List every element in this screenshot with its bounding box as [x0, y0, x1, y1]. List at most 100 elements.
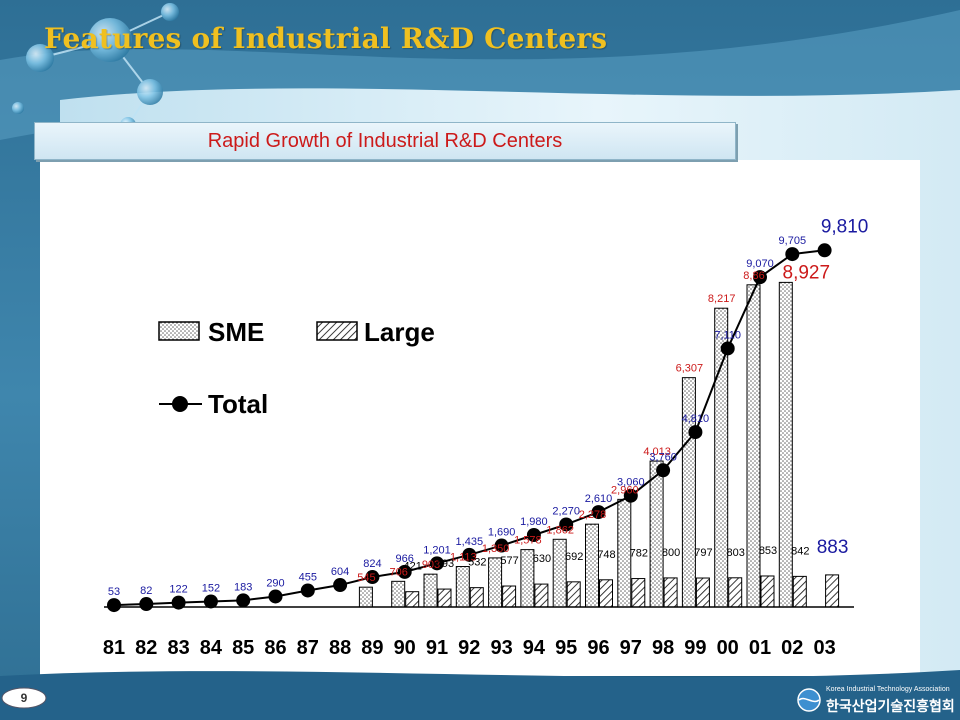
total-label-94: 1,980 [520, 516, 548, 528]
sme-bar-01 [746, 284, 761, 608]
large-bar-01 [760, 575, 775, 608]
legend-total-label: Total [208, 389, 268, 419]
large-bar-95 [566, 581, 581, 608]
large-bar-03 [825, 574, 840, 608]
sme-bar-91 [423, 573, 438, 608]
sme-label-96: 2,278 [579, 509, 607, 521]
x-tick-00: 00 [717, 637, 739, 659]
sme-label-02: 8,927 [783, 262, 831, 283]
large-bar-99 [695, 577, 710, 608]
total-label-96: 2,610 [585, 493, 613, 505]
page-number: 9 [20, 691, 28, 705]
total-marker-83 [171, 595, 186, 610]
total-label-86: 290 [266, 577, 284, 589]
large-label-96: 748 [597, 549, 615, 561]
total-label-90: 966 [396, 553, 414, 565]
x-tick-82: 82 [135, 637, 157, 659]
large-bar-93 [502, 585, 517, 608]
sme-label-91: 903 [422, 559, 440, 571]
sme-label-94: 1,578 [514, 535, 542, 547]
total-line [104, 243, 854, 613]
large-bar-98 [663, 577, 678, 608]
sme-label-00: 8,217 [708, 293, 736, 305]
sme-label-90: 706 [390, 566, 408, 578]
total-marker-82 [139, 597, 154, 612]
x-tick-84: 84 [200, 637, 223, 659]
total-marker-98 [656, 463, 671, 478]
large-bar-90 [405, 591, 420, 608]
sme-bar-89 [358, 586, 373, 608]
total-label-95: 2,270 [552, 505, 580, 517]
large-label-95: 692 [565, 551, 583, 563]
sme-bar-92 [455, 566, 470, 608]
total-marker-81 [107, 598, 121, 613]
x-tick-97: 97 [620, 637, 642, 659]
molecule-decoration [12, 3, 179, 133]
legend-total-marker [172, 396, 188, 412]
globe-icon [797, 688, 821, 712]
page-number-wrap: 9 [0, 686, 48, 710]
total-marker-01 [753, 270, 767, 285]
total-marker-94 [526, 528, 541, 542]
large-label-98: 800 [662, 547, 680, 559]
large-value-labels: 421 493 532 577 630 692 748 782 800 797 803 853 842 8… [404, 537, 849, 573]
total-marker-86 [268, 589, 283, 604]
large-label-01: 853 [759, 545, 777, 557]
x-tick-99: 99 [684, 637, 706, 659]
sme-bar-95 [552, 538, 567, 608]
x-tick-87: 87 [297, 637, 319, 659]
large-bar-96 [599, 579, 613, 608]
legend-large-swatch [316, 321, 358, 341]
total-marker-88 [333, 578, 348, 593]
total-marker-89 [365, 570, 380, 585]
x-tick-88: 88 [329, 637, 351, 659]
growth-chart: SME Large Total 545 706 903 1,113 1,350 1,578… [103, 216, 868, 659]
x-tick-89: 89 [361, 637, 383, 659]
total-label-02: 9,705 [779, 235, 807, 247]
total-label-89: 824 [363, 558, 381, 570]
total-marker-85 [236, 593, 251, 608]
large-label-00: 803 [727, 547, 745, 559]
x-tick-90: 90 [394, 637, 416, 659]
large-label-02: 842 [791, 545, 809, 557]
total-label-03: 9,810 [821, 216, 869, 237]
total-marker-00 [720, 341, 735, 356]
sme-bar-02 [778, 281, 793, 608]
large-bar-00 [728, 577, 743, 608]
large-bar-02 [792, 575, 807, 608]
chart-panel: SME Large Total 545 706 903 1,113 1,350 1,578… [64, 170, 879, 670]
logo-korean-name: 한국산업기술진흥협회 [826, 698, 955, 714]
large-bar-94 [534, 583, 549, 608]
x-tick-02: 02 [781, 637, 803, 659]
x-tick-98: 98 [652, 637, 674, 659]
page-number-badge [1, 687, 47, 709]
total-marker-84 [203, 594, 218, 609]
total-marker-02 [785, 247, 800, 262]
x-tick-85: 85 [232, 637, 254, 659]
legend-sme-swatch [158, 321, 200, 341]
total-marker-92 [462, 547, 477, 562]
large-label-92: 532 [468, 557, 486, 569]
sme-label-95: 1,862 [546, 524, 574, 536]
total-label-98: 3,760 [649, 451, 677, 463]
x-tick-83: 83 [167, 637, 189, 659]
sme-label-92: 1,113 [450, 552, 477, 564]
large-label-91: 493 [436, 558, 454, 570]
slide-title: Features of Industrial R&D Centers [44, 22, 608, 55]
large-label-97: 782 [630, 548, 648, 560]
x-tick-81: 81 [103, 637, 125, 659]
total-label-93: 1,690 [488, 527, 516, 539]
large-bar-91 [437, 588, 452, 608]
total-marker-87 [300, 583, 315, 598]
x-tick-93: 93 [490, 637, 512, 659]
large-bar-92 [469, 587, 484, 608]
large-label-03: 883 [817, 537, 849, 558]
sme-value-labels: 545 706 903 1,113 1,350 1,578 1,862 2,278 2,960 4… [357, 262, 830, 584]
large-label-99: 797 [694, 547, 712, 559]
large-bar-97 [631, 578, 646, 608]
legend-sme-label: SME [208, 317, 264, 347]
sme-label-89: 545 [357, 572, 375, 584]
sme-label-98: 4,013 [643, 446, 671, 458]
total-marker-91 [430, 556, 444, 571]
